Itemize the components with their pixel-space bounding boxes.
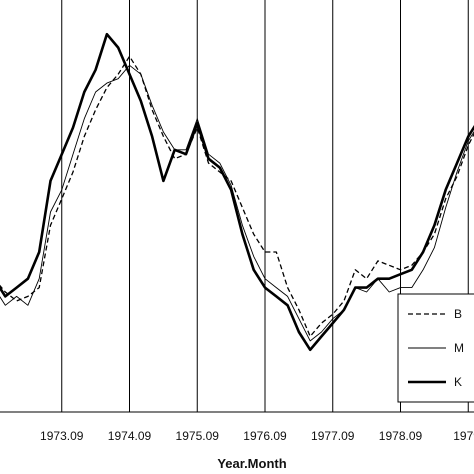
x-tick-label: 1975.09 [176,429,220,443]
legend-label-K: K [454,375,462,389]
x-axis: .91973.091974.091975.091976.091977.09197… [0,411,474,471]
series-line-K [0,32,474,352]
legend: B M K [397,293,474,403]
x-tick-label: 1978.09 [379,429,423,443]
series-lines [0,32,474,352]
x-tick-label: 1976.09 [243,429,287,443]
x-tick-label: 1977.09 [311,429,355,443]
x-axis-title: Year.Month [217,456,286,471]
vertical-gridlines [61,0,469,412]
x-tick-label: 1974.09 [108,429,152,443]
legend-label-B: B [454,307,462,321]
series-line-B [0,55,474,338]
x-tick-label: 1979. [453,429,474,443]
x-tick-label: 1973.09 [40,429,84,443]
series-line-M [0,64,474,342]
legend-label-M: M [454,341,464,355]
